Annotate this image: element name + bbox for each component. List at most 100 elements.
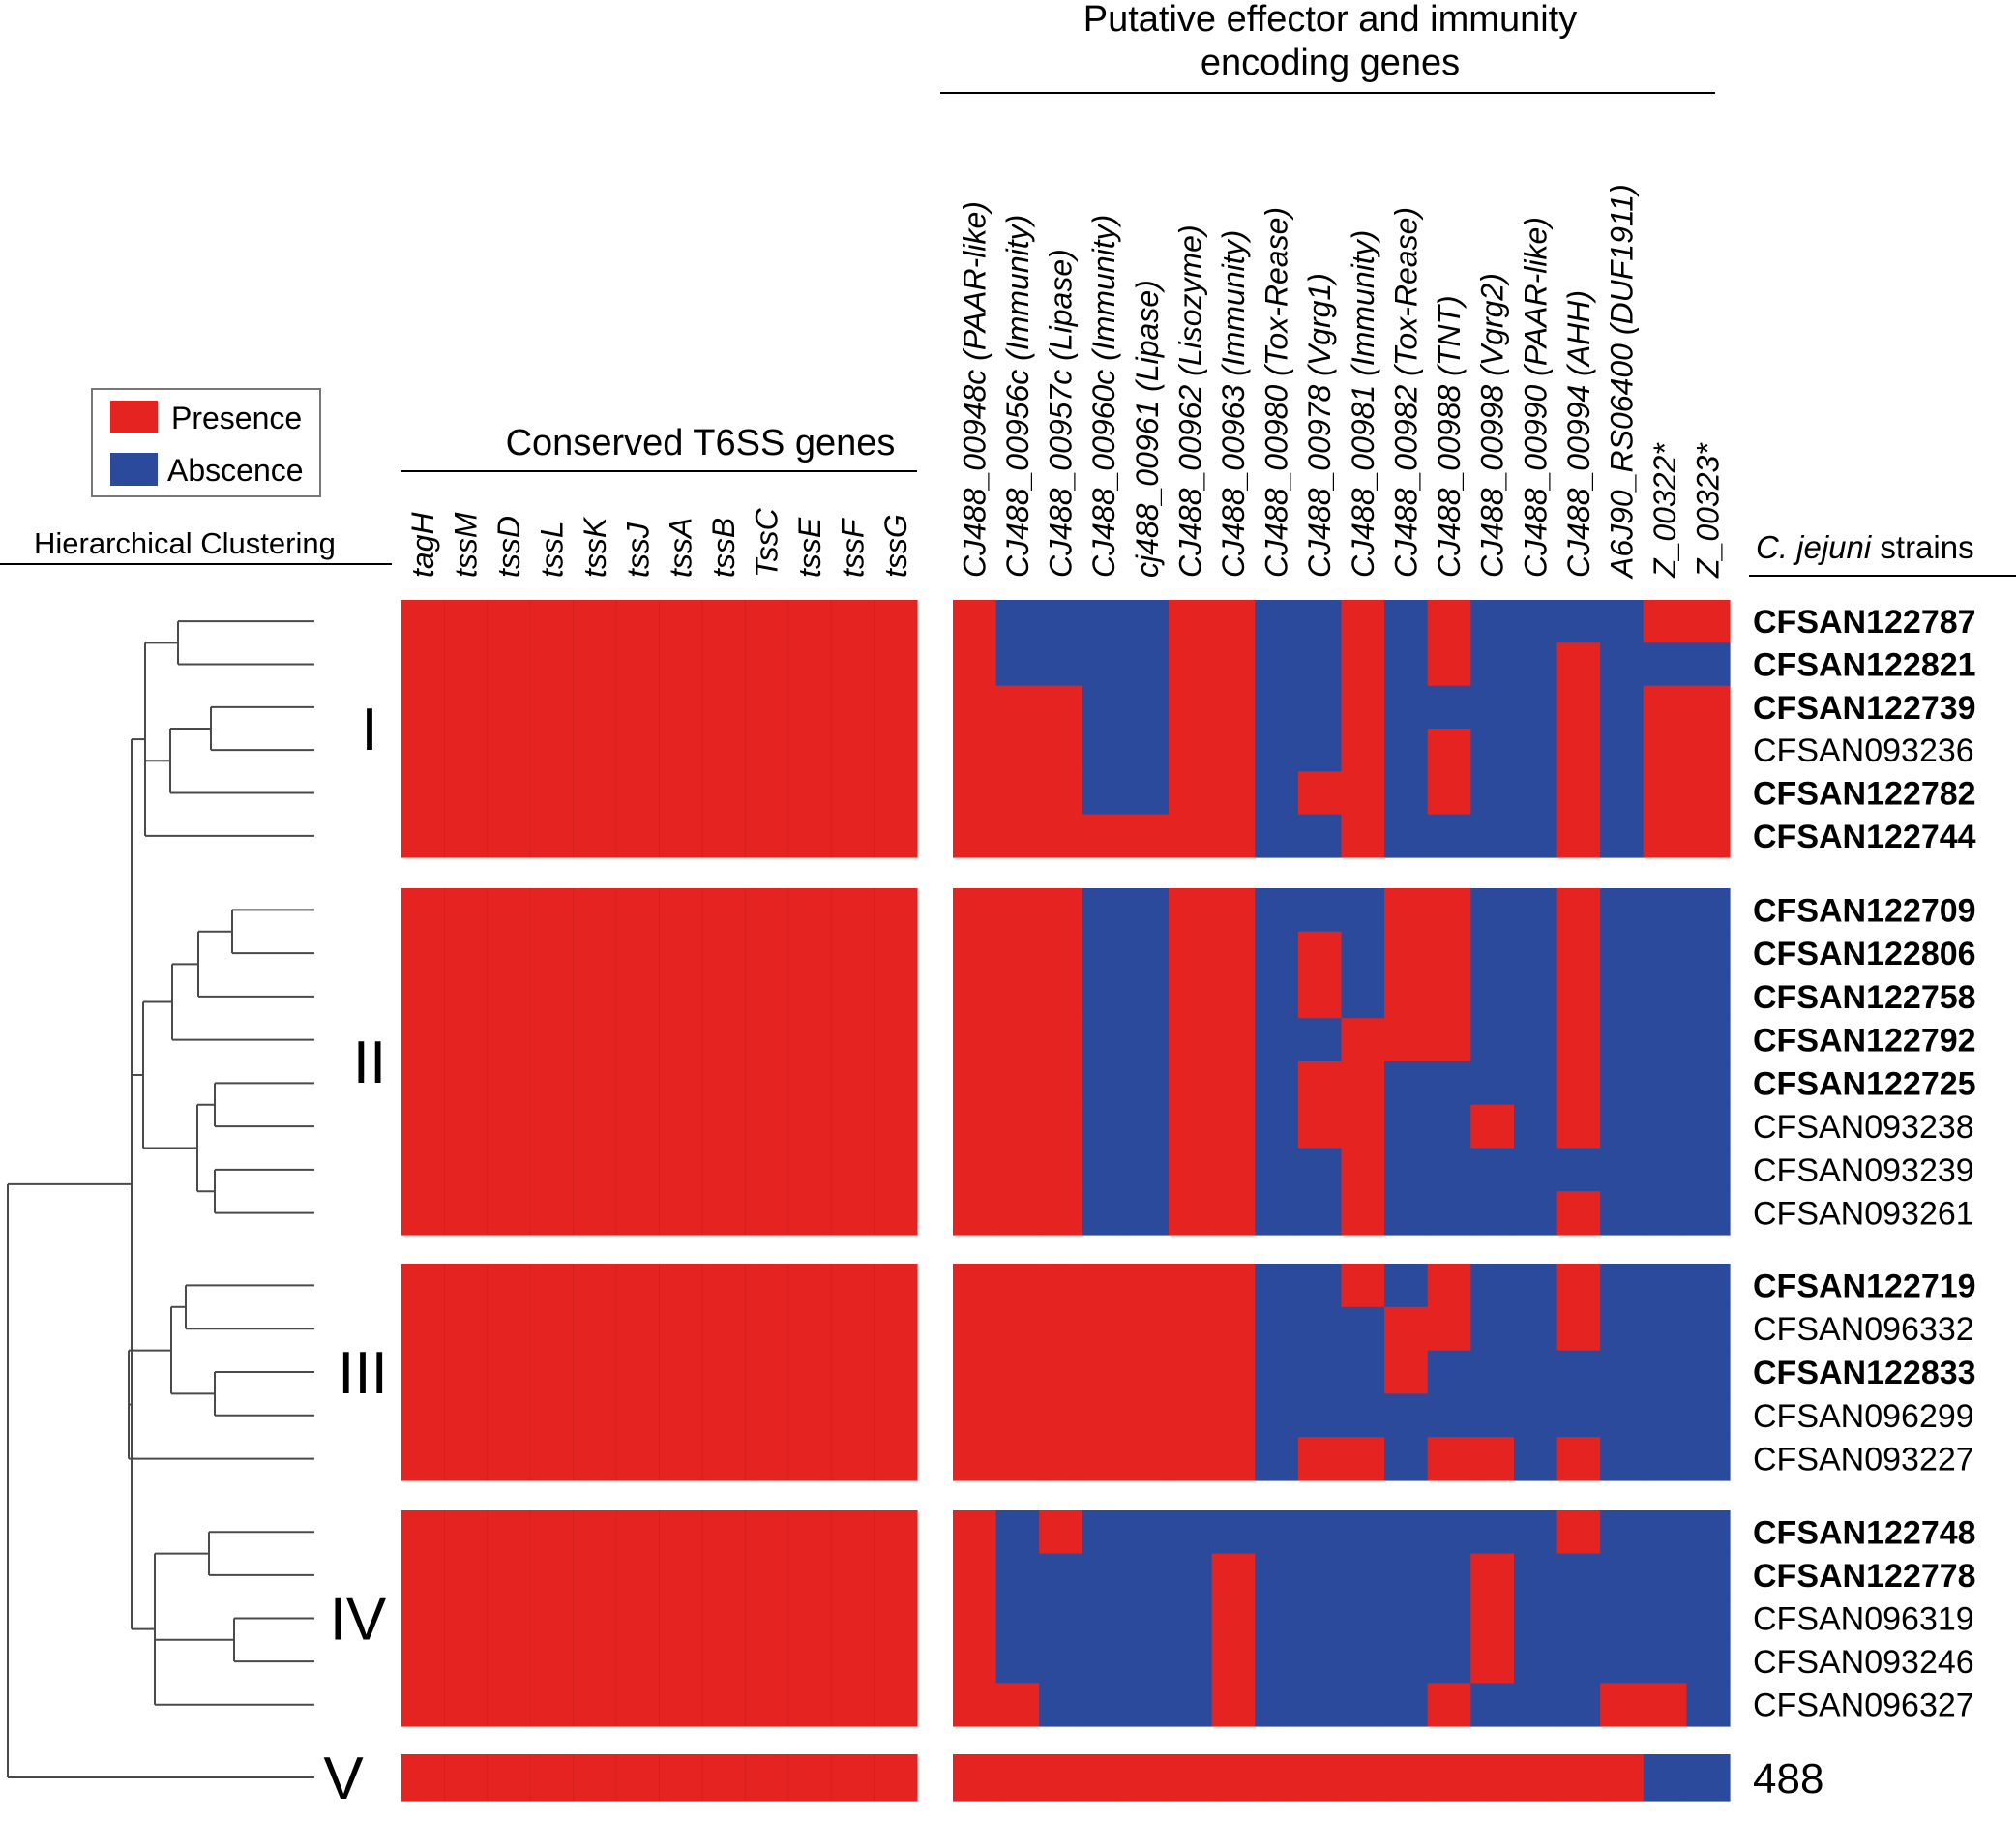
cell-CFSAN122748-tssf	[831, 1510, 875, 1555]
cell-CFSAN122821-cj488-00998-vgrg2	[1470, 642, 1515, 687]
cell-CFSAN093261-z-00322	[1643, 1191, 1687, 1236]
cell-CFSAN122833-tssg	[874, 1350, 918, 1394]
cell-CFSAN122806-z-00323	[1686, 931, 1731, 976]
cell-CFSAN096299-cj488-00980-tox-rease	[1255, 1393, 1299, 1438]
cell-CFSAN093246-cj488-00960c-immunity	[1082, 1639, 1127, 1684]
cell-CFSAN122744-cj488-00988-tnt	[1427, 814, 1471, 858]
cell-CFSAN122758-cj488-00963-immunity	[1211, 974, 1256, 1019]
cell-CFSAN122709-tssd	[487, 888, 531, 933]
cell-CFSAN122778-tssm	[444, 1553, 489, 1597]
cell-CFSAN096299-tssd	[487, 1393, 531, 1438]
cell-CFSAN122792-tssd	[487, 1018, 531, 1062]
cell-CFSAN093227-tssf	[831, 1437, 875, 1481]
effector-gene-labels: CJ488_00948c (PAAR-like) CJ488_00956c (Im…	[957, 184, 1725, 580]
cell-CFSAN122744-tssk	[573, 814, 617, 858]
cell-CFSAN122821-cj488-00981-immunity	[1341, 642, 1385, 687]
cell-488-tssf	[831, 1754, 875, 1802]
cell-CFSAN122748-cj488-00994-ahh	[1556, 1510, 1601, 1555]
cell-CFSAN122787-tssl	[530, 600, 575, 643]
cell-CFSAN122739-tssb	[701, 685, 746, 730]
cell-CFSAN096319-cj488-00948c-paar-like	[953, 1597, 997, 1641]
cell-CFSAN093239-cj488-00956c-immunity	[995, 1148, 1040, 1192]
conserved-gene-label-tssf: tssF	[835, 517, 870, 578]
cell-CFSAN096299-tssc	[745, 1393, 789, 1438]
cell-CFSAN093238-z-00323	[1686, 1104, 1731, 1149]
cell-CFSAN122758-cj488-00956c-immunity	[995, 974, 1040, 1019]
cell-CFSAN122744-z-00323	[1686, 814, 1731, 858]
cell-CFSAN122833-cj488-00962-lisozyme	[1169, 1350, 1213, 1394]
cell-CFSAN093239-cj488-00980-tox-rease	[1255, 1148, 1299, 1192]
legend-absence-label: Abscence	[167, 453, 304, 488]
cell-CFSAN122787-cj488-00980-tox-rease	[1255, 600, 1299, 643]
cell-CFSAN096327-cj488-00980-tox-rease	[1255, 1683, 1299, 1727]
cell-CFSAN122806-cj488-00960c-immunity	[1082, 931, 1127, 976]
cell-CFSAN122778-cj488-00957c-lipase	[1039, 1553, 1083, 1597]
cell-CFSAN122821-tssg	[874, 642, 918, 687]
cell-CFSAN122782-z-00323	[1686, 771, 1731, 816]
cell-CFSAN122792-cj488-00980-tox-rease	[1255, 1018, 1299, 1062]
cell-488-tssj	[616, 1754, 661, 1802]
conserved-gene-label-tssc: TssC	[750, 507, 785, 578]
cell-CFSAN122744-cj488-00957c-lipase	[1039, 814, 1083, 858]
cell-CFSAN122833-a6j90-rs06400-duf1911	[1600, 1350, 1645, 1394]
strain-label-CFSAN096327: CFSAN096327	[1753, 1687, 1974, 1724]
cell-CFSAN122758-tssc	[745, 974, 789, 1019]
cell-CFSAN122821-cj488-00957c-lipase	[1039, 642, 1083, 687]
cell-CFSAN122821-a6j90-rs06400-duf1911	[1600, 642, 1645, 687]
cell-CFSAN122748-cj488-00990-paar-like	[1513, 1510, 1558, 1555]
cell-CFSAN093227-tssj	[616, 1437, 661, 1481]
cell-CFSAN122782-cj488-00982-tox-rease	[1384, 771, 1429, 816]
cell-CFSAN093239-z-00322	[1643, 1148, 1687, 1192]
cell-CFSAN122833-tssj	[616, 1350, 661, 1394]
cell-CFSAN122748-tssc	[745, 1510, 789, 1555]
cell-CFSAN093236-tssj	[616, 729, 661, 772]
cell-CFSAN122792-cj488-00981-immunity	[1341, 1018, 1385, 1062]
cell-CFSAN093227-cj488-00998-vgrg2	[1470, 1437, 1515, 1481]
cell-CFSAN122719-cj488-00956c-immunity	[995, 1264, 1040, 1308]
cell-CFSAN093261-tagh	[401, 1191, 446, 1236]
cell-CFSAN093238-tsse	[787, 1104, 832, 1149]
strain-label-CFSAN096319: CFSAN096319	[1753, 1601, 1974, 1638]
cell-CFSAN096319-cj488-00994-ahh	[1556, 1597, 1601, 1641]
cell-CFSAN093236-a6j90-rs06400-duf1911	[1600, 729, 1645, 772]
cell-CFSAN122787-tssc	[745, 600, 789, 643]
cell-488-cj488-00961-lipase	[1125, 1754, 1170, 1802]
cell-CFSAN096332-a6j90-rs06400-duf1911	[1600, 1306, 1645, 1352]
cell-CFSAN096319-cj488-00962-lisozyme	[1169, 1597, 1213, 1641]
cell-CFSAN093261-cj488-00948c-paar-like	[953, 1191, 997, 1236]
cell-CFSAN096319-cj488-00961-lipase	[1125, 1597, 1170, 1641]
cell-CFSAN122739-tsse	[787, 685, 832, 730]
cell-CFSAN122833-cj488-00998-vgrg2	[1470, 1350, 1515, 1394]
cell-CFSAN122821-cj488-00961-lipase	[1125, 642, 1170, 687]
cell-CFSAN122748-cj488-00961-lipase	[1125, 1510, 1170, 1555]
cell-CFSAN122744-tagh	[401, 814, 446, 858]
cell-CFSAN122821-cj488-00960c-immunity	[1082, 642, 1127, 687]
cell-CFSAN122725-tssf	[831, 1061, 875, 1106]
cell-CFSAN122744-cj488-00978-vgrg1	[1297, 814, 1343, 858]
cell-488-tssg	[874, 1754, 918, 1802]
cell-CFSAN122821-cj488-00980-tox-rease	[1255, 642, 1299, 687]
cell-CFSAN122778-cj488-00988-tnt	[1427, 1553, 1471, 1597]
cell-CFSAN093246-cj488-00982-tox-rease	[1384, 1639, 1429, 1684]
strain-label-CFSAN122787: CFSAN122787	[1753, 604, 1976, 641]
cell-CFSAN093239-tssj	[616, 1148, 661, 1192]
cell-CFSAN122758-cj488-00980-tox-rease	[1255, 974, 1299, 1019]
effector-gene-label-cj488-00982-tox-rease: CJ488_00982 (Tox-Rease)	[1388, 207, 1423, 578]
cell-CFSAN122821-cj488-00978-vgrg1	[1297, 642, 1343, 687]
cell-488-cj488-00980-tox-rease	[1255, 1754, 1299, 1802]
cell-CFSAN122787-z-00323	[1686, 600, 1731, 643]
cell-CFSAN122792-z-00322	[1643, 1018, 1687, 1062]
cell-CFSAN122778-tssk	[573, 1553, 617, 1597]
cell-CFSAN122744-tssc	[745, 814, 789, 858]
strain-label-CFSAN093238: CFSAN093238	[1753, 1109, 1974, 1146]
cell-CFSAN093227-cj488-00948c-paar-like	[953, 1437, 997, 1481]
cell-CFSAN093238-tssk	[573, 1104, 617, 1149]
cell-CFSAN122758-tssf	[831, 974, 875, 1019]
cell-CFSAN122806-cj488-00948c-paar-like	[953, 931, 997, 976]
strain-label-CFSAN093227: CFSAN093227	[1753, 1442, 1974, 1478]
cell-CFSAN096299-cj488-00956c-immunity	[995, 1393, 1040, 1438]
cell-CFSAN122778-cj488-00981-immunity	[1341, 1553, 1385, 1597]
cell-CFSAN093246-cj488-00998-vgrg2	[1470, 1639, 1515, 1684]
cell-CFSAN096327-cj488-00988-tnt	[1427, 1683, 1471, 1727]
legend: Presence Abscence	[91, 388, 321, 497]
